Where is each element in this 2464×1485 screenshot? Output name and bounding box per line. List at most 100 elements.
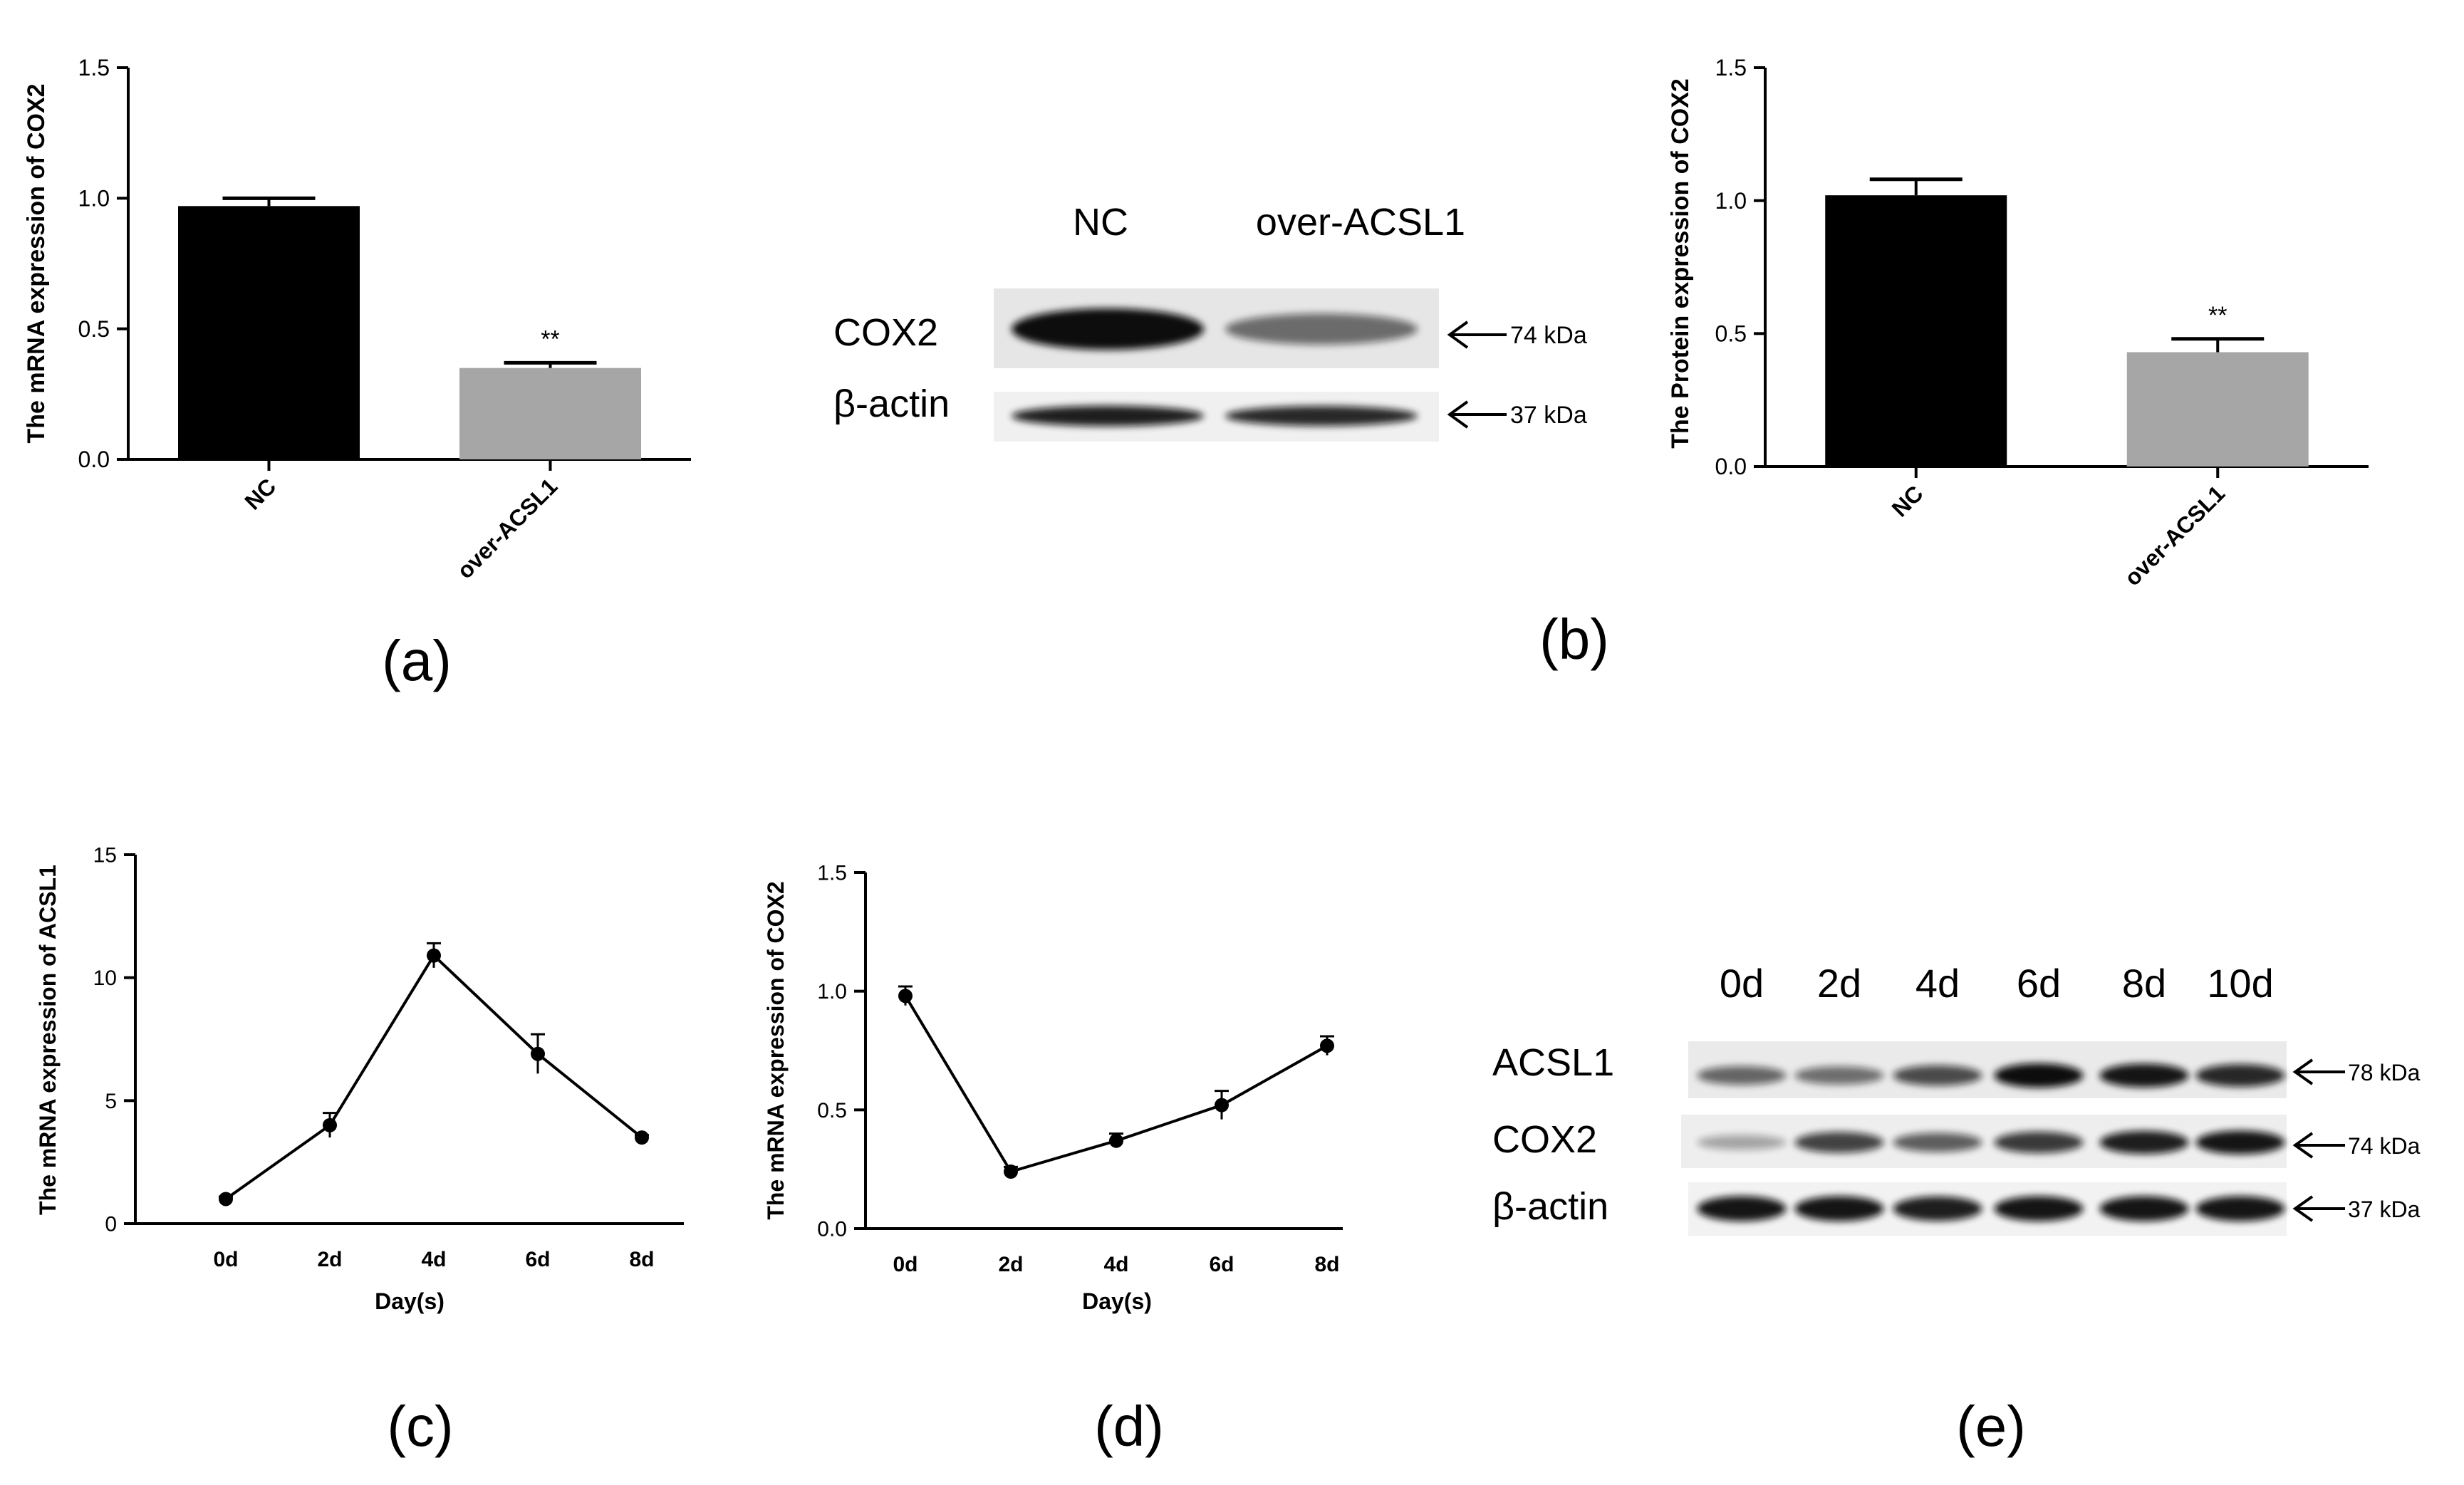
chart-b-bar bbox=[2126, 352, 2309, 467]
chart-d-ytick-label: 0.5 bbox=[817, 1099, 847, 1122]
chart-a-ytick-label: 0.0 bbox=[78, 447, 110, 472]
blot-e-band bbox=[1893, 1065, 1982, 1086]
chart-a-bar bbox=[459, 368, 641, 459]
blot-e-lane-label: 0d bbox=[1720, 961, 1764, 1006]
chart-b-ytick-label: 0.5 bbox=[1715, 321, 1747, 347]
chart-d-xtick-label: 8d bbox=[1314, 1253, 1339, 1276]
chart-c-point bbox=[427, 948, 441, 963]
arrow-icon bbox=[1447, 400, 1507, 429]
blot-e-row-label: COX2 bbox=[1492, 1118, 1597, 1161]
blot-b-lane-label: NC bbox=[1073, 201, 1128, 244]
chart-a-xticks: NC over-ACSL1 bbox=[239, 459, 562, 583]
chart-a-ytick-label: 1.5 bbox=[78, 55, 110, 80]
blot-b-band bbox=[1012, 308, 1204, 350]
chart-a-ytick-label: 0.5 bbox=[78, 316, 110, 342]
blot-e-lane-labels: 0d 2d 4d 6d 8d 10d bbox=[1720, 961, 2274, 1006]
chart-d-point bbox=[1215, 1098, 1229, 1113]
blot-e-size-label: 78 kDa bbox=[2348, 1060, 2421, 1085]
chart-d-point bbox=[1004, 1164, 1018, 1179]
chart-c-point bbox=[531, 1046, 545, 1061]
chart-a-significance: ** bbox=[541, 325, 559, 353]
chart-c-series bbox=[219, 942, 649, 1207]
blot-e-band bbox=[1893, 1196, 1982, 1221]
blot-e-band bbox=[1893, 1132, 1982, 1152]
blot-e-size-label: 37 kDa bbox=[2348, 1197, 2421, 1222]
chart-a-xtick-label: NC bbox=[239, 473, 281, 514]
blot-b-row-label: β-actin bbox=[833, 382, 950, 425]
chart-c-ytick-label: 15 bbox=[93, 844, 117, 867]
chart-d-yticks: 0.0 0.5 1.0 1.5 bbox=[817, 862, 865, 1241]
chart-d: The mRNA expression of COX2 Day(s) 0.00.… bbox=[763, 862, 1343, 1458]
chart-a-yticks: 0.0 0.5 1.0 1.5 bbox=[78, 55, 128, 472]
blot-e-band bbox=[1994, 1196, 2084, 1221]
blot-e-row-label: ACSL1 bbox=[1492, 1041, 1614, 1084]
chart-a-ytick-label: 1.0 bbox=[78, 186, 110, 212]
chart-c: The mRNA expression of ACSL1 Day(s) 0 5 10… bbox=[35, 844, 684, 1458]
chart-d-point bbox=[898, 989, 913, 1004]
blot-e-band bbox=[1794, 1066, 1884, 1085]
blot-b-lane-label: over-ACSL1 bbox=[1256, 201, 1465, 244]
chart-d-xtick-label: 4d bbox=[1103, 1253, 1128, 1276]
panel-label-a: (a) bbox=[382, 629, 452, 692]
chart-d-ylabel: The mRNA expression of COX2 bbox=[763, 881, 789, 1219]
arrow-icon bbox=[2292, 1058, 2345, 1085]
chart-b-xticks: NC over-ACSL1 bbox=[1887, 467, 2230, 590]
blot-e-size-label: 74 kDa bbox=[2348, 1133, 2421, 1159]
blot-e-band bbox=[2195, 1196, 2285, 1221]
chart-a-bars: ** bbox=[178, 196, 641, 459]
chart-d-xtick-label: 2d bbox=[998, 1253, 1023, 1276]
chart-d-ytick-label: 1.0 bbox=[817, 980, 847, 1004]
blot-b-band bbox=[1225, 313, 1418, 345]
panel-label-d: (d) bbox=[1094, 1395, 1164, 1458]
blot-e-band bbox=[2195, 1130, 2285, 1155]
blot-b-size-label: 37 kDa bbox=[1510, 402, 1587, 429]
blot-b-band bbox=[1012, 405, 1204, 427]
blot-e: 0d 2d 4d 6d 8d 10d ACSL1 COX2 β-actin 78 kDa … bbox=[1492, 961, 2421, 1458]
chart-b-ytick-label: 1.0 bbox=[1715, 188, 1747, 214]
panel-label-e: (e) bbox=[1956, 1395, 2026, 1458]
blot-e-strip bbox=[1688, 1041, 2287, 1098]
panel-label-b: (b) bbox=[1539, 608, 1609, 671]
blot-b-band bbox=[1225, 406, 1418, 426]
chart-c-xtick-label: 6d bbox=[525, 1248, 550, 1271]
chart-c-xlabel: Day(s) bbox=[375, 1288, 445, 1314]
blot-e-band bbox=[2195, 1064, 2285, 1087]
blot-e-band bbox=[2099, 1196, 2189, 1221]
chart-c-ytick-label: 10 bbox=[93, 966, 117, 990]
blot-e-band bbox=[1994, 1063, 2084, 1088]
chart-d-xticks: 0d 2d 4d 6d 8d bbox=[893, 1253, 1339, 1276]
chart-c-xtick-label: 8d bbox=[629, 1248, 654, 1271]
chart-c-point bbox=[635, 1130, 649, 1145]
blot-b-row-label: COX2 bbox=[833, 311, 938, 354]
arrow-icon bbox=[2292, 1132, 2345, 1159]
chart-c-xtick-label: 4d bbox=[421, 1248, 446, 1271]
chart-d-xtick-label: 0d bbox=[893, 1253, 917, 1276]
blot-e-lane-label: 4d bbox=[1915, 961, 1960, 1006]
chart-c-xtick-label: 0d bbox=[213, 1248, 238, 1271]
blot-e-lane-label: 8d bbox=[2122, 961, 2166, 1006]
chart-b-ytick-label: 1.5 bbox=[1715, 55, 1747, 80]
chart-c-yticks: 0 5 10 15 bbox=[93, 844, 135, 1236]
chart-d-ytick-label: 1.5 bbox=[817, 862, 847, 885]
blot-b-size-label: 74 kDa bbox=[1510, 322, 1587, 349]
blot-b-bands bbox=[1012, 308, 1418, 427]
chart-c-ytick-label: 0 bbox=[105, 1213, 117, 1236]
chart-d-axes bbox=[864, 872, 1343, 1230]
chart-b-bar bbox=[1825, 195, 2007, 467]
chart-c-ytick-label: 5 bbox=[105, 1090, 117, 1113]
chart-c-axes bbox=[134, 855, 684, 1225]
chart-c-series-line bbox=[224, 953, 643, 1201]
blot-e-bands bbox=[1697, 1063, 2285, 1221]
panel-label-c: (c) bbox=[387, 1395, 453, 1458]
chart-c-point bbox=[323, 1117, 337, 1132]
chart-b: The Protein expression of COX2 0.0 0.5 1.0… bbox=[1667, 55, 2369, 590]
chart-b-bars: ** bbox=[1825, 177, 2309, 467]
chart-b-xtick-label: NC bbox=[1887, 480, 1928, 521]
chart-d-point bbox=[1320, 1038, 1334, 1053]
chart-a-bar bbox=[178, 206, 360, 459]
arrow-icon bbox=[1447, 321, 1507, 349]
chart-a: The mRNA expression of COX2 0.0 0.5 1.0 1.5… bbox=[23, 55, 691, 692]
blot-b: NC over-ACSL1 COX2 β-actin 74 kDa 37 kDa… bbox=[833, 201, 1609, 671]
chart-c-xtick-label: 2d bbox=[317, 1248, 342, 1271]
